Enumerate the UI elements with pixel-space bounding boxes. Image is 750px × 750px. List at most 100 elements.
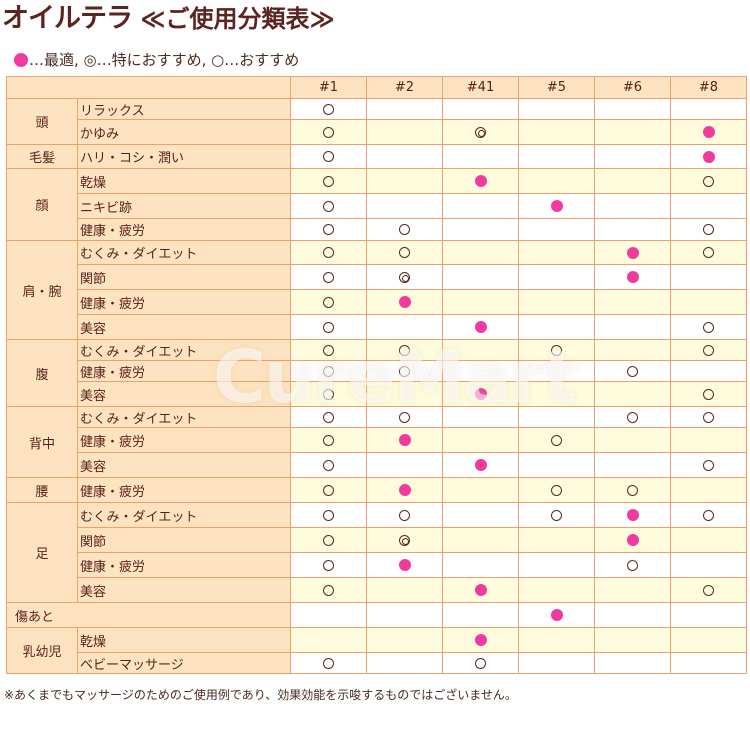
circle-icon bbox=[475, 657, 486, 669]
mark-cell bbox=[290, 98, 367, 120]
table-row: 健康・疲労 bbox=[7, 552, 747, 578]
mark-cell bbox=[670, 264, 747, 290]
column-header: #2 bbox=[366, 76, 443, 99]
mark-cell bbox=[366, 339, 443, 361]
mark-cell bbox=[442, 240, 519, 265]
table-row: 腰健康・疲労 bbox=[6, 477, 747, 503]
mark-cell bbox=[594, 627, 671, 653]
mark-cell bbox=[442, 314, 519, 340]
header-row: #1 #2 #41 #5 #6 #8 bbox=[6, 76, 747, 99]
mark-cell bbox=[670, 477, 747, 503]
mark-cell bbox=[442, 652, 519, 674]
column-header: #41 bbox=[442, 76, 519, 99]
purpose-cell: ハリ・コシ・潤い bbox=[77, 144, 291, 169]
mark-cell bbox=[518, 602, 595, 628]
circle-icon bbox=[703, 344, 714, 356]
mark-cell bbox=[290, 477, 367, 503]
circle-icon bbox=[627, 411, 638, 423]
purpose-cell: 美容 bbox=[77, 452, 291, 478]
purpose-cell: 健康・疲労 bbox=[77, 218, 291, 241]
mark-cell bbox=[670, 577, 747, 603]
mark-cell bbox=[670, 452, 747, 478]
table-row: 乳幼児 乾燥 bbox=[6, 627, 747, 674]
mark-cell bbox=[442, 168, 519, 194]
mark-cell bbox=[442, 218, 519, 241]
purpose-cell: 美容 bbox=[77, 577, 291, 603]
double-circle-icon bbox=[399, 534, 410, 546]
mark-cell bbox=[290, 240, 367, 265]
circle-icon bbox=[551, 509, 562, 521]
circle-icon bbox=[627, 484, 638, 496]
circle-icon bbox=[399, 247, 410, 258]
mark-cell bbox=[594, 452, 671, 478]
circle-icon bbox=[323, 534, 334, 546]
table-row: 肩・腕 むくみ・ダイエット bbox=[6, 240, 747, 340]
mark-cell bbox=[594, 314, 671, 340]
mark-cell bbox=[290, 527, 367, 553]
mark-cell bbox=[670, 360, 747, 382]
mark-cell bbox=[594, 218, 671, 241]
mark-cell bbox=[518, 477, 595, 503]
mark-cell bbox=[518, 360, 595, 382]
table-row: ベビーマッサージ bbox=[7, 652, 747, 674]
mark-cell bbox=[442, 193, 519, 219]
purpose-cell: 健康・疲労 bbox=[77, 360, 291, 382]
filled-circle-icon bbox=[702, 150, 715, 163]
header-blank bbox=[6, 76, 291, 99]
page-title: オイルテラ ≪ご使用分類表≫ bbox=[2, 2, 335, 36]
mark-cell bbox=[290, 627, 367, 653]
title-subtitle: ≪ご使用分類表≫ bbox=[140, 5, 335, 33]
column-header: #8 bbox=[670, 76, 747, 99]
mark-cell bbox=[670, 168, 747, 194]
purpose-cell: 健康・疲労 bbox=[77, 552, 291, 578]
circle-icon bbox=[399, 411, 410, 423]
mark-cell bbox=[670, 602, 747, 628]
best-dot-icon bbox=[14, 53, 28, 67]
category-cell: 乳幼児 bbox=[6, 627, 78, 674]
mark-cell bbox=[366, 144, 443, 169]
table-row: 顔乾燥 bbox=[6, 168, 747, 241]
purpose-cell: むくみ・ダイエット bbox=[77, 240, 291, 265]
mark-cell bbox=[594, 264, 671, 290]
circle-icon bbox=[627, 559, 638, 571]
table-row: 背中 むくみ・ダイエット bbox=[6, 406, 747, 478]
mark-cell bbox=[442, 98, 519, 120]
circle-icon bbox=[323, 247, 334, 258]
circle-icon bbox=[323, 224, 334, 235]
mark-cell bbox=[366, 314, 443, 340]
mark-cell bbox=[442, 144, 519, 169]
product-name: オイルテラ bbox=[2, 3, 133, 34]
mark-cell bbox=[366, 627, 443, 653]
filled-circle-icon bbox=[626, 534, 639, 546]
mark-cell bbox=[442, 527, 519, 553]
circle-icon bbox=[551, 344, 562, 356]
circle-icon bbox=[323, 296, 334, 308]
purpose-cell: ニキビ跡 bbox=[77, 193, 291, 219]
purpose-cell: むくみ・ダイエット bbox=[77, 406, 291, 428]
mark-cell bbox=[670, 314, 747, 340]
legend-text: …最適, ◎…特におすすめ, ○…おすすめ bbox=[29, 51, 300, 69]
disclaimer-note: ※あくまでもマッサージのためのご使用例であり、効果効能を示唆するものではございま… bbox=[4, 688, 517, 702]
table-row: 関節 bbox=[7, 264, 747, 290]
table-row: 美容 bbox=[7, 314, 747, 340]
mark-cell bbox=[442, 477, 519, 503]
mark-cell bbox=[670, 652, 747, 674]
mark-cell bbox=[670, 98, 747, 120]
filled-circle-icon bbox=[550, 609, 563, 621]
mark-cell bbox=[594, 98, 671, 120]
mark-cell bbox=[594, 527, 671, 553]
table-row: 毛髪 ハリ・コシ・潤い bbox=[6, 144, 747, 169]
circle-icon bbox=[323, 126, 334, 138]
circle-icon bbox=[323, 151, 334, 162]
double-circle-icon bbox=[475, 126, 486, 138]
mark-cell bbox=[518, 527, 595, 553]
table-row: 傷あと bbox=[6, 602, 747, 628]
mark-cell bbox=[594, 502, 671, 528]
mark-cell bbox=[366, 381, 443, 407]
mark-cell bbox=[518, 652, 595, 674]
mark-cell bbox=[442, 360, 519, 382]
mark-cell bbox=[670, 144, 747, 169]
mark-cell bbox=[518, 119, 595, 145]
mark-cell bbox=[366, 552, 443, 578]
filled-circle-icon bbox=[398, 484, 411, 496]
